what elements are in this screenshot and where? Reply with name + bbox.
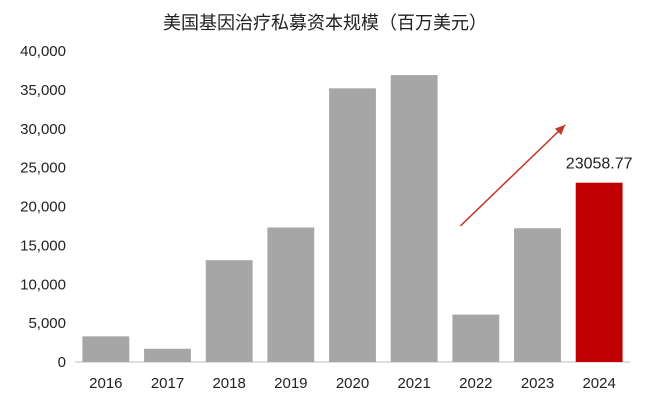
x-tick-label: 2018 bbox=[212, 375, 245, 392]
x-tick-label: 2016 bbox=[89, 375, 122, 392]
bar-2016 bbox=[82, 336, 130, 362]
y-tick-label: 25,000 bbox=[20, 160, 66, 177]
bar-2023 bbox=[514, 228, 561, 362]
y-tick-label: 35,000 bbox=[20, 82, 66, 99]
x-tick-label: 2020 bbox=[336, 375, 369, 392]
y-tick-label: 30,000 bbox=[20, 121, 66, 138]
x-tick-label: 2019 bbox=[274, 375, 307, 392]
bar-2018 bbox=[205, 260, 253, 362]
x-tick-label: 2022 bbox=[459, 375, 492, 392]
x-tick-label: 2023 bbox=[521, 375, 554, 392]
x-tick-label: 2024 bbox=[582, 375, 615, 392]
bar-2017 bbox=[144, 348, 191, 362]
bar-2024 bbox=[575, 182, 623, 362]
bar-2021 bbox=[390, 75, 438, 362]
bar-2020 bbox=[329, 88, 376, 362]
x-tick-label: 2017 bbox=[151, 375, 184, 392]
y-tick-label: 5,000 bbox=[28, 315, 66, 332]
y-tick-label: 40,000 bbox=[20, 43, 66, 60]
y-tick-label: 10,000 bbox=[20, 276, 66, 293]
trend-arrow-head bbox=[554, 124, 566, 136]
trend-arrow-line bbox=[459, 124, 566, 227]
bar-2022 bbox=[452, 314, 500, 362]
bar-2019 bbox=[267, 227, 315, 362]
x-tick-label: 2021 bbox=[397, 375, 430, 392]
y-tick-label: 20,000 bbox=[20, 199, 66, 216]
y-tick-label: 15,000 bbox=[20, 237, 66, 254]
data-label-2024: 23058.77 bbox=[566, 156, 633, 173]
chart-title: 美国基因治疗私募资本规模（百万美元） bbox=[163, 13, 487, 34]
y-tick-label: 0 bbox=[58, 354, 66, 371]
